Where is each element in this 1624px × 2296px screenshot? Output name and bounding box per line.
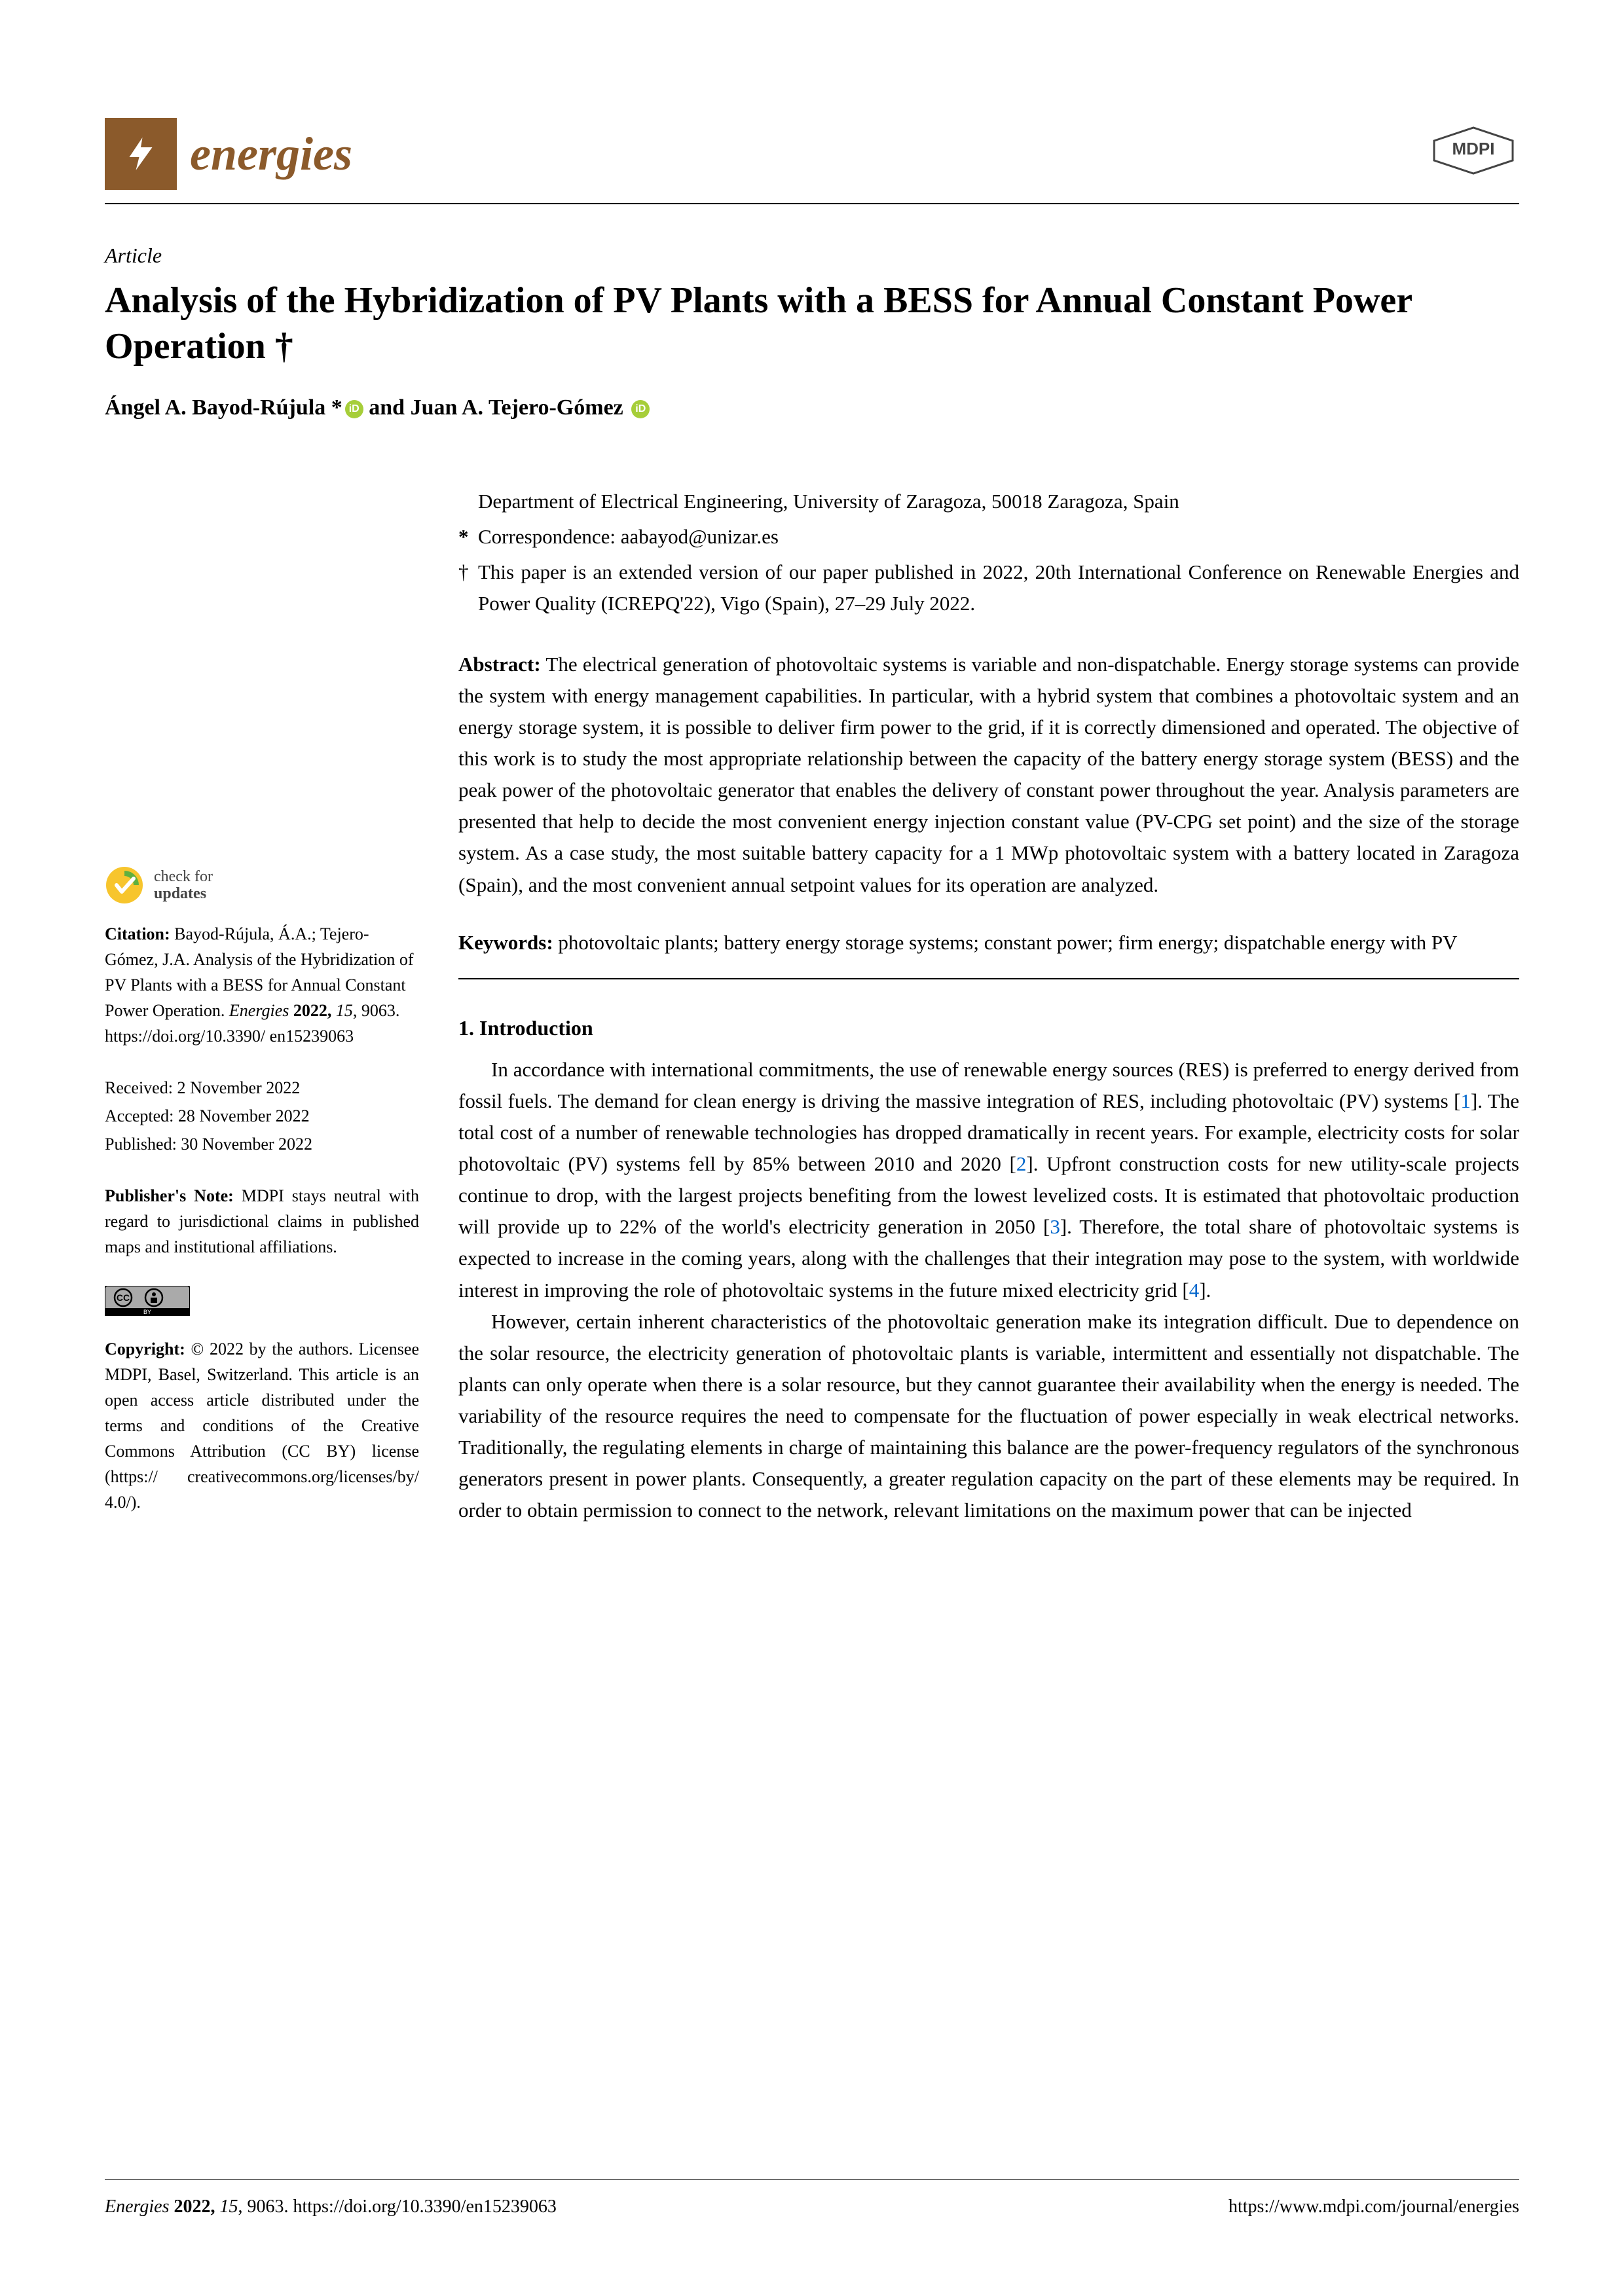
keywords-text: photovoltaic plants; battery energy stor… — [553, 931, 1458, 954]
svg-text:CC: CC — [117, 1292, 130, 1303]
p1e: ]. — [1199, 1279, 1211, 1302]
affiliation-block: Department of Electrical Engineering, Un… — [458, 486, 1519, 619]
copyright-text: © 2022 by the authors. Licensee MDPI, Ba… — [105, 1339, 419, 1512]
p1a: In accordance with international commitm… — [458, 1058, 1519, 1112]
ref-link-4[interactable]: 4 — [1189, 1279, 1200, 1302]
date-accepted: Accepted: 28 November 2022 — [105, 1103, 419, 1129]
footer-vol: 15 — [220, 2196, 238, 2217]
footer-journal: Energies — [105, 2196, 170, 2217]
copyright-label: Copyright: — [105, 1339, 185, 1358]
date-published: Published: 30 November 2022 — [105, 1131, 419, 1157]
svg-text:MDPI: MDPI — [1452, 139, 1495, 158]
intro-para-1: In accordance with international commitm… — [458, 1054, 1519, 1305]
check-updates-badge[interactable]: check for updates — [105, 866, 419, 905]
intro-para-2: However, certain inherent characteristic… — [458, 1306, 1519, 1526]
publisher-note-label: Publisher's Note: — [105, 1186, 234, 1205]
abstract-block: Abstract: The electrical generation of p… — [458, 649, 1519, 900]
citation-block: Citation: Bayod-Rújula, Á.A.; Tejero-Góm… — [105, 921, 419, 1049]
page-footer: Energies 2022, 15, 9063. https://doi.org… — [105, 2179, 1519, 2217]
date-received: Received: 2 November 2022 — [105, 1075, 419, 1101]
correspondence: Correspondence: aabayod@unizar.es — [478, 521, 779, 553]
ref-link-3[interactable]: 3 — [1050, 1215, 1060, 1238]
abstract-text: The electrical generation of photovoltai… — [458, 653, 1519, 896]
note-marker: † — [458, 556, 478, 619]
citation-journal: Energies — [229, 1001, 289, 1020]
svg-text:BY: BY — [143, 1309, 151, 1315]
main-content: Department of Electrical Engineering, Un… — [458, 486, 1519, 1526]
check-updates-icon — [105, 866, 144, 905]
affiliation-dept: Department of Electrical Engineering, Un… — [478, 486, 1179, 517]
footer-doi: , 9063. https://doi.org/10.3390/en152390… — [238, 2196, 557, 2217]
footer-year: 2022, — [170, 2196, 220, 2217]
keywords-block: Keywords: photovoltaic plants; battery e… — [458, 927, 1519, 979]
page-header: energies MDPI — [105, 118, 1519, 204]
corr-marker: * — [458, 521, 478, 553]
orcid-icon[interactable] — [631, 400, 650, 418]
dates-block: Received: 2 November 2022 Accepted: 28 N… — [105, 1075, 419, 1157]
author-1: Ángel A. Bayod-Rújula * — [105, 395, 342, 420]
extended-note: This paper is an extended version of our… — [478, 556, 1519, 619]
abstract-label: Abstract: — [458, 653, 541, 676]
citation-label: Citation: — [105, 924, 170, 943]
journal-icon — [105, 118, 177, 190]
article-type: Article — [105, 244, 1519, 268]
article-title: Analysis of the Hybridization of PV Plan… — [105, 278, 1519, 369]
check-line-2: updates — [154, 885, 213, 902]
citation-year: 2022, — [289, 1001, 336, 1020]
keywords-label: Keywords: — [458, 931, 553, 954]
section-1-heading: 1. Introduction — [458, 1012, 1519, 1045]
copyright-block: Copyright: © 2022 by the authors. Licens… — [105, 1336, 419, 1515]
footer-left: Energies 2022, 15, 9063. https://doi.org… — [105, 2196, 557, 2217]
orcid-icon[interactable] — [345, 400, 363, 418]
author-and: and — [363, 395, 411, 420]
check-updates-text: check for updates — [154, 868, 213, 903]
ref-link-1[interactable]: 1 — [1460, 1089, 1471, 1112]
journal-name: energies — [190, 127, 352, 181]
citation-vol: 15 — [336, 1001, 353, 1020]
check-line-1: check for — [154, 868, 213, 885]
authors-line: Ángel A. Bayod-Rújula * and Juan A. Teje… — [105, 395, 1519, 420]
author-2: Juan A. Tejero-Gómez — [411, 395, 623, 420]
mdpi-logo: MDPI — [1428, 124, 1519, 183]
ref-link-2[interactable]: 2 — [1016, 1152, 1027, 1175]
sidebar: check for updates Citation: Bayod-Rújula… — [105, 486, 419, 1526]
footer-right[interactable]: https://www.mdpi.com/journal/energies — [1228, 2196, 1519, 2217]
cc-by-badge[interactable]: CC BY — [105, 1286, 190, 1316]
journal-logo: energies — [105, 118, 352, 190]
aff-marker-blank — [458, 486, 478, 517]
publisher-note: Publisher's Note: MDPI stays neutral wit… — [105, 1183, 419, 1260]
bolt-icon — [121, 134, 160, 173]
